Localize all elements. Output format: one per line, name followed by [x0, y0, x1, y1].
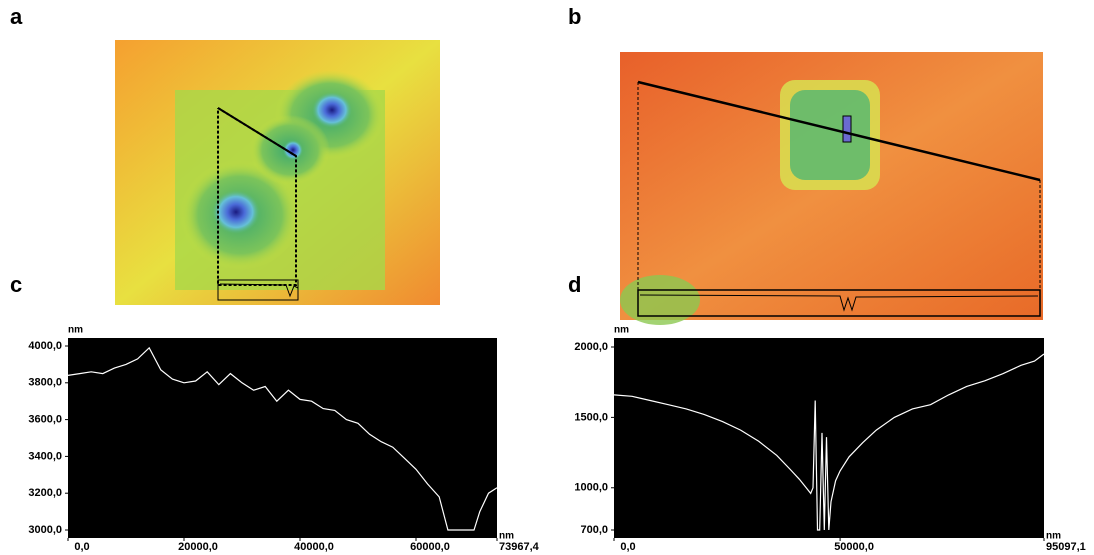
- y-unit-label: nm: [68, 325, 83, 336]
- plot-background: [614, 338, 1044, 538]
- y-tick-label: 3800,0: [28, 377, 62, 389]
- panel-label: a: [10, 4, 23, 29]
- y-tick-label: 1000,0: [574, 482, 608, 494]
- plot-area: [67, 346, 498, 531]
- x-tick-label: 0,0: [620, 541, 635, 553]
- profile-line: [67, 346, 498, 531]
- y-tick-label: 3000,0: [28, 524, 62, 536]
- x-tick-label: 0,0: [74, 541, 89, 553]
- plot-background: [68, 338, 497, 538]
- image-b: [620, 52, 1043, 325]
- x-tick-label: 73967,4: [499, 541, 540, 553]
- x-tick-label: 95097,1: [1046, 541, 1086, 553]
- y-tick-label: 2000,0: [574, 341, 608, 353]
- y-tick-label: 4000,0: [28, 340, 62, 352]
- x-tick-label: 20000,0: [178, 541, 218, 553]
- plot-area: [613, 353, 1045, 531]
- y-tick-label: 700,0: [580, 524, 608, 536]
- profile-line: [613, 353, 1045, 531]
- x-unit-label: nm: [499, 531, 514, 542]
- panel-label: c: [10, 272, 22, 297]
- x-tick-label: 60000,0: [410, 541, 450, 553]
- x-tick-label: 40000,0: [294, 541, 334, 553]
- panel-label: b: [568, 4, 581, 29]
- image-a: [115, 40, 440, 305]
- y-tick-label: 3600,0: [28, 414, 62, 426]
- y-tick-label: 3400,0: [28, 450, 62, 462]
- y-unit-label: nm: [614, 325, 629, 336]
- panel-label: d: [568, 272, 581, 297]
- y-tick-label: 1500,0: [574, 411, 608, 423]
- x-tick-label: 50000,0: [834, 541, 874, 553]
- x-unit-label: nm: [1046, 531, 1061, 542]
- y-tick-label: 3200,0: [28, 487, 62, 499]
